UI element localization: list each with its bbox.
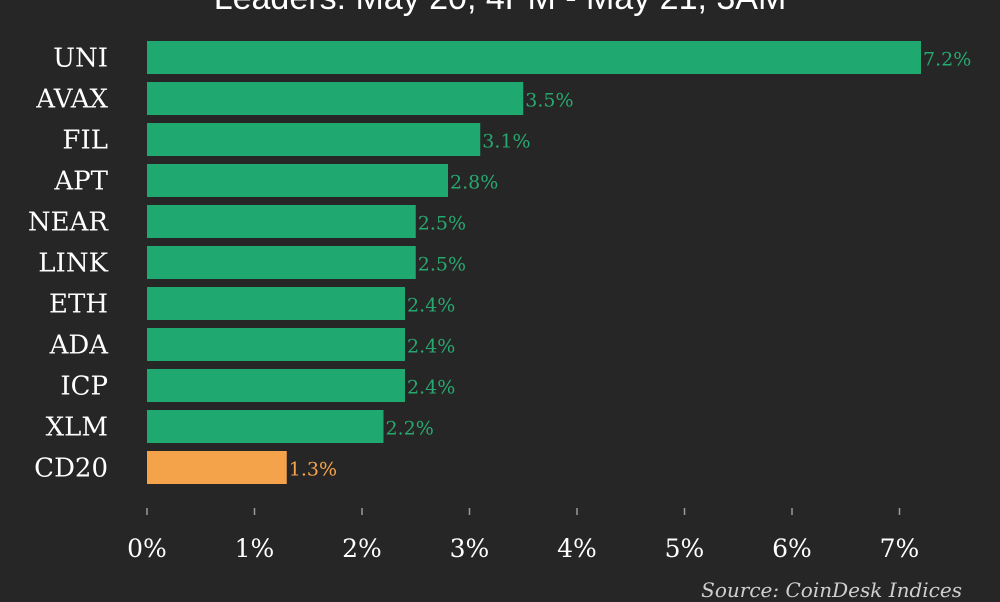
category-labels: UNI AVAX FIL APT NEAR LINK ETH ADA ICP XLM CD20 <box>28 44 110 484</box>
category-label-ada: ADA <box>49 331 110 361</box>
bar-link <box>147 246 416 279</box>
value-label-cd20: 1.3% <box>289 459 337 481</box>
category-label-cd20: CD20 <box>34 454 108 484</box>
value-labels: 7.2% 3.5% 3.1% 2.8% 2.5% 2.5% 2.4% 2.4% 2.4% 2.2%… <box>289 49 972 481</box>
value-label-ada: 2.4% <box>407 336 455 358</box>
value-label-uni: 7.2% <box>923 49 971 71</box>
category-label-icp: ICP <box>60 372 108 402</box>
bar-avax <box>147 82 524 115</box>
x-tick-label: 3% <box>450 534 490 563</box>
bar-icp <box>147 369 405 402</box>
value-label-eth: 2.4% <box>407 295 455 317</box>
category-label-link: LINK <box>38 249 108 279</box>
value-label-fil: 3.1% <box>482 131 530 153</box>
bar-xlm <box>147 410 384 443</box>
category-label-fil: FIL <box>62 126 108 156</box>
x-tick-label: 2% <box>342 534 382 563</box>
value-label-near: 2.5% <box>418 213 466 235</box>
value-label-link: 2.5% <box>418 254 466 276</box>
value-label-avax: 3.5% <box>525 90 573 112</box>
x-tick-label: 7% <box>880 534 920 563</box>
bar-fil <box>147 123 481 156</box>
source-note: Source: CoinDesk Indices <box>701 578 962 602</box>
x-tick-label: 1% <box>235 534 275 563</box>
chart-title: Leaders: May 20, 4PM - May 21, 3AM <box>0 0 1000 18</box>
category-label-eth: ETH <box>49 290 108 320</box>
bar-cd20 <box>147 451 287 484</box>
x-tick-label: 4% <box>557 534 597 563</box>
category-label-apt: APT <box>53 167 108 197</box>
bars-layer <box>147 41 921 484</box>
category-label-xlm: XLM <box>46 413 108 443</box>
x-tick-label: 5% <box>665 534 705 563</box>
value-label-apt: 2.8% <box>450 172 498 194</box>
bar-uni <box>147 41 921 74</box>
category-label-uni: UNI <box>53 44 108 74</box>
category-label-avax: AVAX <box>35 85 108 115</box>
x-tick-label: 6% <box>772 534 812 563</box>
x-tick-label: 0% <box>127 534 167 563</box>
value-label-icp: 2.4% <box>407 377 455 399</box>
x-axis-ticks: 0% 1% 2% 3% 4% 5% 6% 7% <box>127 508 919 563</box>
bar-eth <box>147 287 405 320</box>
value-label-xlm: 2.2% <box>386 418 434 440</box>
category-label-near: NEAR <box>28 208 110 238</box>
bar-ada <box>147 328 405 361</box>
bar-apt <box>147 164 448 197</box>
bar-near <box>147 205 416 238</box>
